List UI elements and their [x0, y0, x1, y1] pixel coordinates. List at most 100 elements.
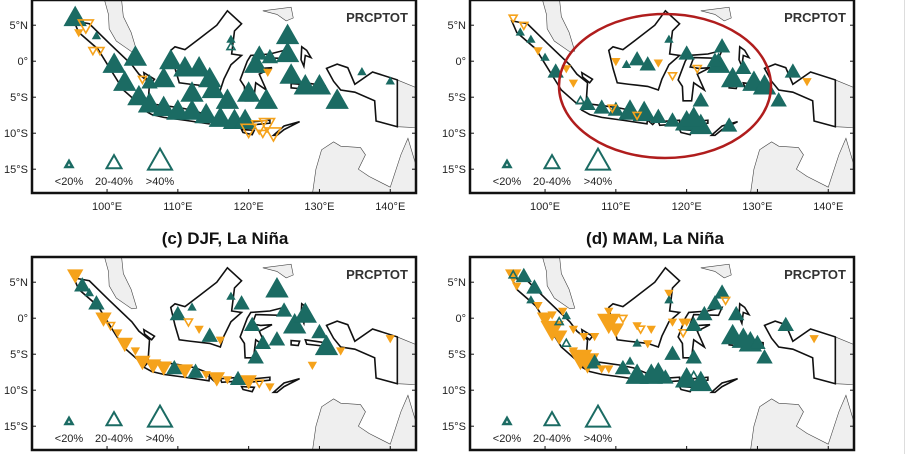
dry-trend-marker [265, 383, 275, 392]
wet-trend-marker [159, 48, 183, 70]
land-borneo [607, 266, 682, 349]
wet-trend-marker [187, 302, 197, 311]
land-australia [750, 137, 854, 193]
dry-trend-marker [94, 46, 106, 57]
dry-trend-marker [691, 64, 703, 75]
legend-label-0: <20% [55, 433, 84, 445]
lon-tick-label: 140°E [813, 201, 843, 213]
dry-trend-marker [116, 337, 133, 353]
index-label: PRCPTOT [346, 10, 408, 25]
wet-trend-marker [268, 331, 286, 346]
legend: <20% 20-40% >40% [493, 403, 612, 445]
wet-trend-marker [254, 334, 271, 350]
land-mindanao [262, 6, 294, 22]
wet-trend-marker [201, 77, 225, 99]
index-label: PRCPTOT [784, 10, 846, 25]
wet-trend-marker [169, 305, 187, 321]
wet-trend-marker [141, 74, 158, 89]
dry-trend-marker [635, 325, 647, 335]
map-area [470, 257, 854, 450]
dry-trend-marker [385, 335, 395, 344]
wet-trend-marker [628, 51, 646, 66]
lat-tick-label: 15°S [4, 421, 28, 433]
land-australia [750, 394, 854, 450]
wet-trend-marker [515, 27, 525, 36]
wet-trend-marker [166, 359, 183, 375]
legend-label-2: >40% [146, 176, 175, 188]
legend-marker-2 [584, 146, 612, 171]
lat-tick-label: 0° [17, 56, 28, 68]
dry-trend-marker [105, 321, 116, 332]
legend-marker-1 [542, 153, 562, 170]
panel-a: PRCPTOT <20% 20-40% >40% 5°N 0° 5°S 10°S 15°S 100… [4, 0, 418, 213]
legend: <20% 20-40% >40% [55, 146, 175, 188]
land-halmahera [300, 45, 313, 70]
land-mindanao [262, 263, 294, 279]
panel-c: PRCPTOT <20% 20-40% >40% 5°N 0° 5°S 10°S 15°S [4, 255, 418, 452]
lon-tick-label: 120°E [234, 201, 264, 213]
land-buru [290, 339, 301, 347]
dry-trend-marker [66, 269, 84, 284]
highlight-ellipse [557, 12, 773, 160]
legend-label-2: >40% [584, 176, 613, 188]
dry-trend-marker [646, 325, 656, 335]
wet-trend-marker [84, 287, 95, 297]
dry-trend-marker [606, 104, 618, 114]
dry-trend-marker [258, 117, 276, 134]
wet-trend-marker [682, 106, 706, 127]
wet-trend-marker [261, 48, 279, 64]
wet-trend-marker [586, 354, 603, 369]
wet-trend-marker [275, 41, 300, 63]
lon-tick-label: 120°E [672, 201, 702, 213]
legend-marker-1 [104, 410, 124, 427]
land-australia [312, 394, 416, 450]
dry-trend-marker [589, 333, 600, 342]
legend-marker-2 [146, 403, 174, 428]
wet-trend-marker [244, 52, 268, 73]
land-papua [763, 63, 837, 128]
wet-trend-marker [706, 52, 724, 67]
wet-trend-marker [575, 94, 586, 105]
wet-trend-marker [632, 338, 642, 347]
wet-trend-marker [689, 370, 713, 392]
wet-trend-marker [713, 38, 731, 53]
map-area [32, 257, 416, 450]
wet-trend-marker [307, 74, 332, 95]
wet-trend-marker [777, 316, 794, 332]
dry-trend-marker [604, 307, 614, 317]
wet-trend-marker [194, 102, 218, 124]
legend: <20% 20-40% >40% [493, 146, 613, 188]
wet-trend-marker [275, 302, 293, 317]
wet-trend-marker [137, 92, 162, 113]
lon-tick-label: 140°E [375, 201, 405, 213]
dry-trend-marker [533, 302, 543, 311]
index-label: PRCPTOT [784, 267, 846, 282]
lon-tick-label: 110°E [601, 201, 630, 213]
dry-trend-marker [257, 129, 269, 140]
land-halmahera [738, 45, 751, 70]
dry-trend-marker [239, 123, 258, 140]
dry-trend-marker [95, 312, 112, 327]
dry-trend-marker [607, 323, 625, 338]
dry-trend-marker [558, 307, 568, 317]
dry-trend-marker [809, 335, 819, 344]
lat-tick-label: 5°S [448, 349, 466, 361]
dry-trend-marker [87, 46, 99, 57]
dry-trend-marker [512, 282, 522, 291]
wet-trend-marker [621, 59, 632, 68]
dry-trend-marker [536, 312, 554, 327]
wet-trend-marker [265, 277, 289, 298]
wet-trend-marker [282, 313, 307, 334]
wet-trend-marker [579, 95, 596, 111]
dry-trend-marker [507, 14, 519, 24]
land-sumba [240, 385, 256, 393]
legend-label-0: <20% [55, 176, 84, 188]
lat-tick-label: 0° [17, 313, 28, 325]
wet-trend-marker [226, 291, 236, 300]
land-mindanao [700, 263, 732, 279]
legend-marker-2 [584, 403, 612, 428]
lon-tick-label: 130°E [742, 201, 772, 213]
legend: <20% 20-40% >40% [55, 403, 174, 445]
wet-trend-marker [720, 66, 745, 88]
wet-trend-marker [102, 52, 126, 73]
